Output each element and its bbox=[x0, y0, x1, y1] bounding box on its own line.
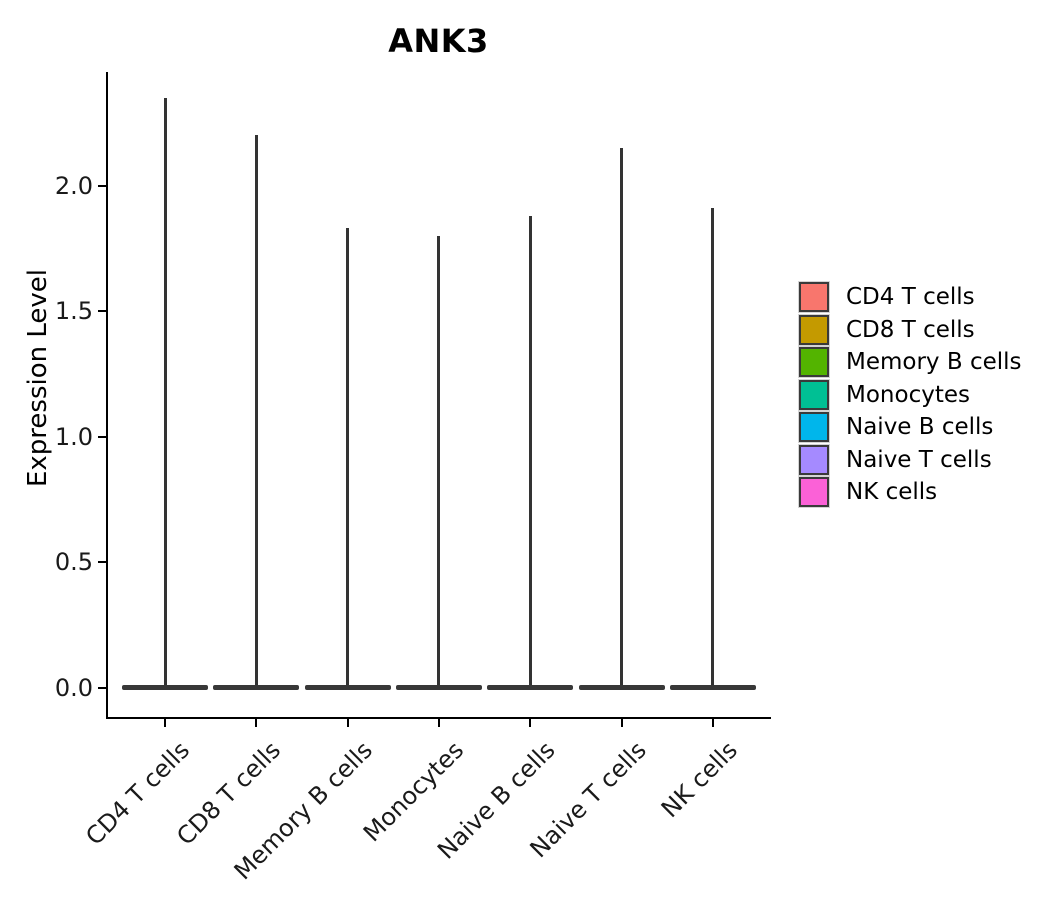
violin-spike bbox=[163, 97, 167, 687]
violin-base bbox=[213, 685, 300, 690]
legend-label: Monocytes bbox=[846, 381, 970, 408]
violin-base bbox=[669, 685, 756, 690]
violin-base bbox=[487, 685, 574, 690]
violin-spike bbox=[620, 147, 624, 687]
violin-base bbox=[395, 685, 482, 690]
violin-base bbox=[122, 685, 208, 690]
legend-item: CD4 T cells bbox=[799, 282, 1022, 312]
legend-swatch bbox=[799, 314, 829, 345]
legend-swatch bbox=[799, 347, 829, 377]
x-tick-mark bbox=[255, 719, 258, 727]
legend-item: Naive B cells bbox=[799, 412, 1022, 442]
x-tick-label: NK cells bbox=[655, 736, 743, 824]
y-tick-mark bbox=[98, 435, 106, 438]
legend-item: Memory B cells bbox=[799, 347, 1022, 377]
legend-item: CD8 T cells bbox=[799, 314, 1022, 345]
legend-label: CD4 T cells bbox=[846, 284, 975, 310]
legend-swatch bbox=[799, 444, 829, 475]
x-axis-line bbox=[106, 717, 771, 719]
violin-spike bbox=[711, 208, 715, 687]
y-tick-mark bbox=[98, 184, 106, 187]
legend: CD4 T cells CD8 T cells Memory B cells Mono… bbox=[799, 282, 1022, 507]
y-tick-label: 1.5 bbox=[54, 297, 93, 325]
legend-swatch bbox=[799, 282, 829, 312]
violin-spike bbox=[437, 235, 441, 687]
legend-item: Monocytes bbox=[799, 379, 1022, 410]
y-tick-label: 0.5 bbox=[54, 548, 93, 576]
legend-swatch bbox=[799, 412, 829, 442]
y-axis-line bbox=[106, 72, 108, 719]
x-tick-mark bbox=[529, 719, 532, 727]
y-tick-label: 0.0 bbox=[54, 673, 93, 702]
chart-title: ANK3 bbox=[388, 22, 489, 60]
legend-label: Naive T cells bbox=[846, 446, 992, 473]
y-tick-label: 2.0 bbox=[54, 171, 93, 200]
y-tick-mark bbox=[98, 561, 106, 563]
violin-base bbox=[304, 685, 391, 690]
x-tick-mark bbox=[711, 719, 714, 727]
x-tick-mark bbox=[437, 719, 440, 727]
violin-spike bbox=[346, 228, 350, 687]
y-tick-mark bbox=[98, 686, 106, 689]
violin-spike bbox=[254, 135, 258, 687]
legend-label: NK cells bbox=[846, 479, 938, 505]
legend-label: CD8 T cells bbox=[846, 316, 975, 343]
x-tick-mark bbox=[620, 719, 623, 727]
legend-item: Naive T cells bbox=[799, 444, 1022, 475]
x-tick-mark bbox=[346, 719, 349, 727]
legend-label: Naive B cells bbox=[846, 414, 994, 440]
violin-spike bbox=[528, 215, 532, 687]
legend-label: Memory B cells bbox=[846, 349, 1022, 375]
legend-item: NK cells bbox=[799, 477, 1022, 507]
legend-swatch bbox=[799, 477, 829, 507]
x-tick-mark bbox=[164, 719, 166, 727]
violin-base bbox=[578, 685, 665, 690]
y-tick-mark bbox=[98, 310, 106, 312]
y-tick-label: 1.0 bbox=[54, 422, 93, 451]
legend-swatch bbox=[799, 379, 829, 410]
